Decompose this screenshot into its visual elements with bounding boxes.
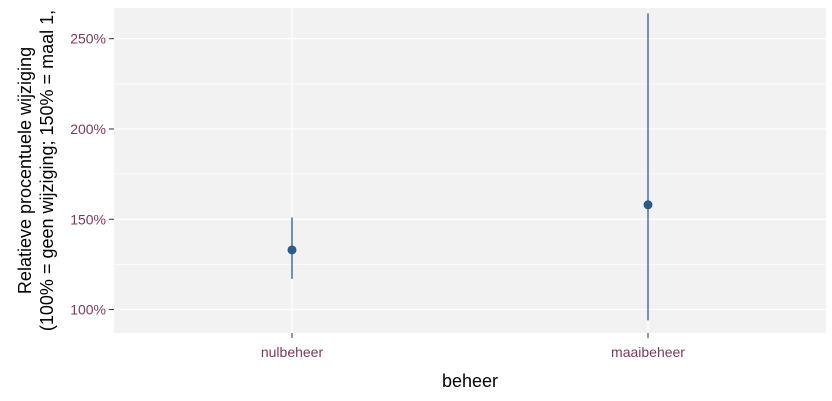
plot-panel [114,8,826,333]
y-tick-label: 150% [70,211,106,227]
y-axis-title-line-1: Relatieve procentuele wijziging [15,47,35,294]
data-marks [287,13,653,321]
y-tick-label: 100% [70,302,106,318]
y-tick-label: 200% [70,121,106,137]
x-tick-label: nulbeheer [261,344,324,360]
x-axis-title: beheer [442,371,498,391]
x-axis: nulbeheer maaibeheer [261,333,685,360]
y-axis-title: Relatieve procentuele wijziging (100% = … [15,10,57,331]
x-tick-label: maaibeheer [611,344,685,360]
point-estimate [643,200,653,210]
y-axis: 100% 150% 200% 250% [70,31,114,318]
y-tick-label: 250% [70,31,106,47]
minor-gridlines [114,83,826,265]
y-axis-title-line-2: (100% = geen wijziging; 150% = maal 1, [37,10,57,331]
point-estimate [287,245,297,255]
